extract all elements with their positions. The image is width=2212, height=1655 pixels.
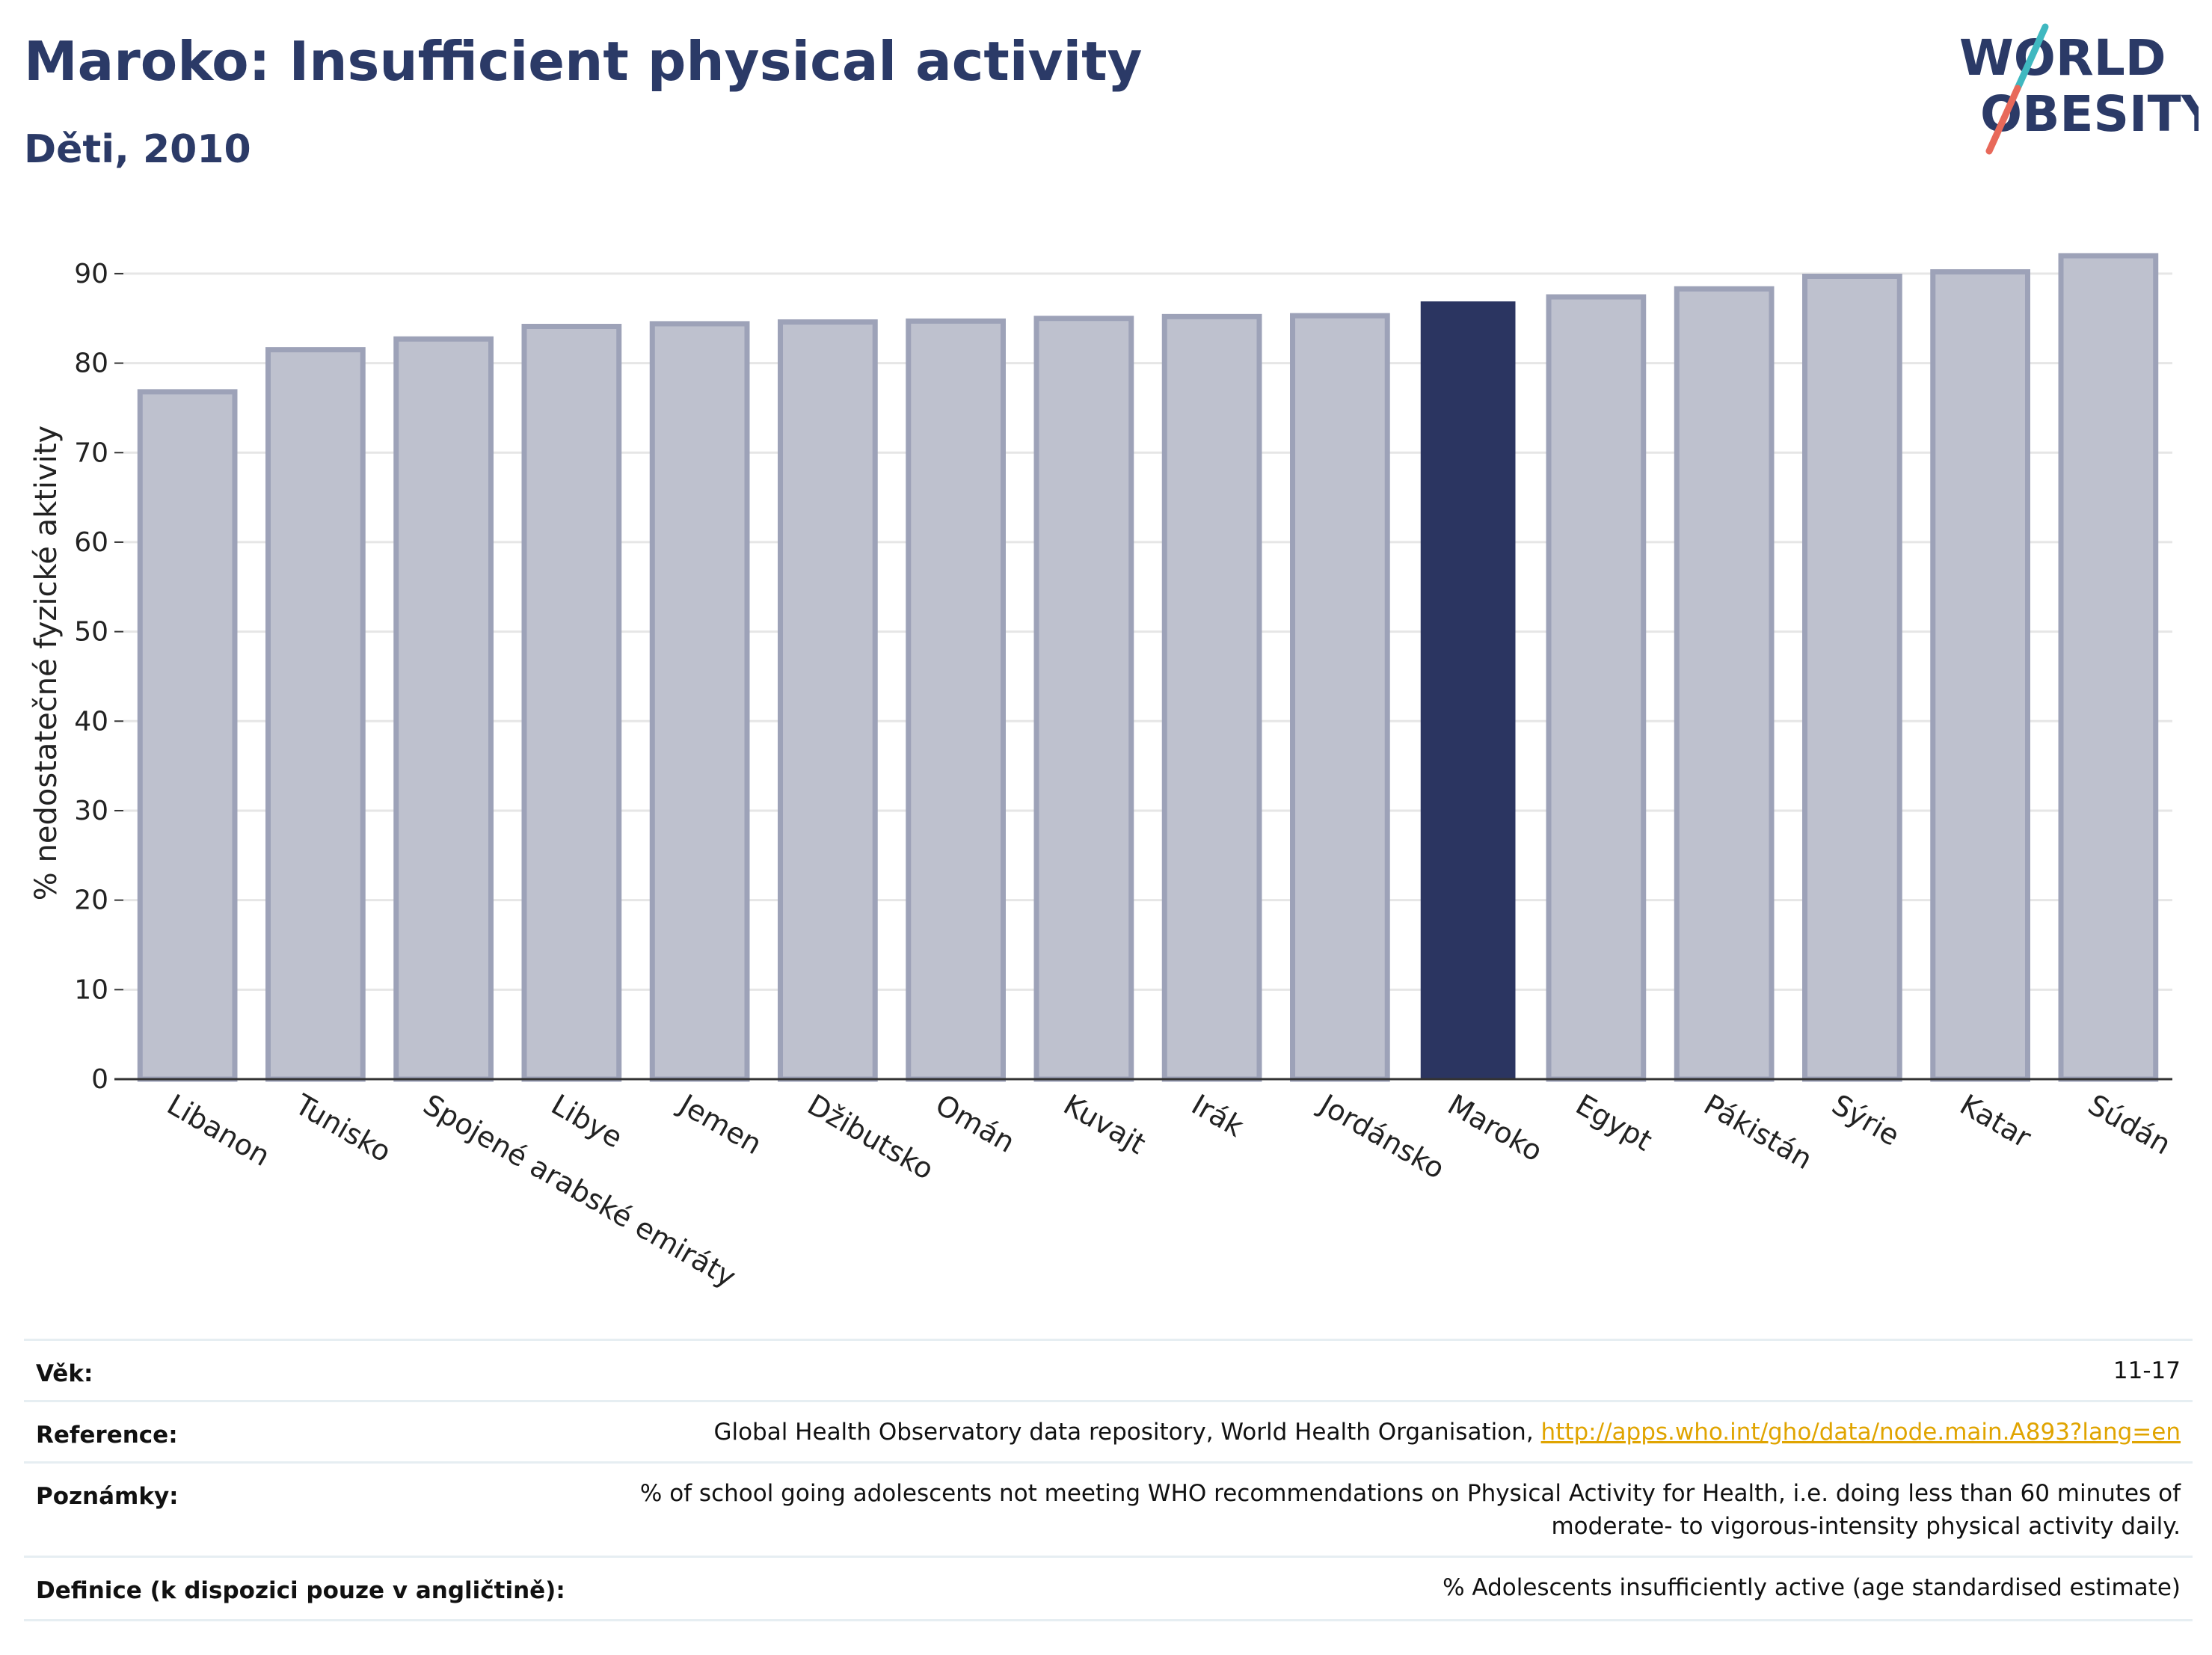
reference-text: Global Health Observatory data repositor…	[713, 1419, 1541, 1446]
x-tick-label: Súdán	[2083, 1088, 2177, 1161]
logo-line1: WORLD	[1959, 29, 2166, 87]
bar-pákistán	[1674, 286, 1775, 1082]
info-row-notes: Poznámky: % of school going adolescents …	[24, 1461, 2193, 1558]
info-row-definition: Definice (k dispozici pouze v angličtině…	[24, 1556, 2193, 1621]
info-row-reference: Reference: Global Health Observatory dat…	[24, 1400, 2193, 1464]
notes-label: Poznámky:	[36, 1483, 179, 1510]
y-tick-label: 10	[74, 974, 108, 1005]
bar-katar	[1930, 269, 2030, 1082]
x-tick-label: Pákistán	[1698, 1088, 1818, 1176]
reference-value: Global Health Observatory data repositor…	[713, 1416, 2181, 1449]
x-tick-label: Tunisko	[289, 1087, 397, 1169]
age-label: Věk:	[36, 1360, 93, 1387]
x-axis-ticks: Libanon Tunisko Spojené arabské emirátyLib…	[162, 1087, 2176, 1294]
bar-súdán	[2058, 253, 2159, 1082]
x-tick-label: Libye	[546, 1088, 628, 1155]
x-tick-label: Libanon	[162, 1088, 275, 1173]
age-value: 11-17	[2113, 1357, 2181, 1384]
bar-chart: 0 10 20 30 40 50 60 70 80 90 Libanon Tunisko Spojen…	[29, 253, 2177, 1294]
bar-džibutsko	[778, 319, 878, 1082]
bar-tunisko	[265, 347, 366, 1082]
x-tick-label: Katar	[1955, 1088, 2037, 1155]
chart-title: Maroko: Insufficient physical activity	[24, 30, 1143, 93]
y-tick-label: 90	[74, 259, 108, 289]
x-tick-label: Irák	[1186, 1088, 1249, 1143]
reference-label: Reference:	[36, 1422, 178, 1449]
y-axis-ticks: 0 10 20 30 40 50 60 70 80 90	[74, 259, 123, 1095]
notes-line-2: moderate- to vigorous-intensity physical…	[1551, 1513, 2181, 1540]
x-tick-label: Omán	[930, 1088, 1021, 1159]
logo-slash-teal	[2014, 23, 2049, 92]
bar-jemen	[649, 321, 750, 1082]
info-row-age: Věk: 11-17	[24, 1339, 2193, 1402]
bar-kuvajt	[1033, 316, 1134, 1082]
bar-sýrie	[1802, 273, 1902, 1082]
y-tick-label: 20	[74, 885, 108, 916]
y-tick-label: 60	[74, 527, 108, 558]
x-tick-label: Egypt	[1570, 1088, 1658, 1158]
x-tick-label: Maroko	[1443, 1088, 1549, 1168]
x-tick-label: Jemen	[672, 1087, 767, 1161]
y-tick-label: 50	[74, 617, 108, 648]
x-tick-label: Jordánsko	[1313, 1087, 1451, 1185]
x-tick-label: Džibutsko	[802, 1088, 939, 1186]
x-tick-label: Sýrie	[1826, 1088, 1905, 1152]
y-tick-label: 40	[74, 706, 108, 737]
bar-jordánsko	[1290, 313, 1390, 1082]
y-tick-label: 80	[74, 348, 108, 379]
bar-egypt	[1546, 294, 1647, 1082]
x-tick-label: Kuvajt	[1058, 1088, 1151, 1161]
y-axis-label: % nedostatečné fyzické aktivity	[29, 426, 64, 900]
bar-libanon	[137, 389, 238, 1082]
bar-omán	[906, 318, 1006, 1082]
notes-line-1: % of school going adolescents not meetin…	[639, 1480, 2181, 1507]
y-tick-label: 70	[74, 437, 108, 468]
notes-value: % of school going adolescents not meetin…	[640, 1477, 2181, 1543]
bar-libye	[521, 324, 622, 1082]
chart-subtitle: Děti, 2010	[24, 127, 251, 172]
y-tick-label: 0	[91, 1064, 108, 1095]
world-obesity-logo: WORLD OBESITY	[1959, 23, 2199, 155]
logo-slash-coral	[1985, 85, 2021, 155]
reference-link[interactable]: http://apps.who.int/gho/data/node.main.A…	[1540, 1419, 2181, 1446]
bar-irák	[1161, 313, 1262, 1082]
bar-maroko	[1420, 301, 1516, 1080]
bars	[137, 253, 2159, 1082]
bar-spojené-arabské-emiráty	[393, 336, 494, 1082]
y-tick-label: 30	[74, 796, 108, 826]
definition-value: % Adolescents insufficiently active (age…	[1443, 1574, 2181, 1601]
definition-label: Definice (k dispozici pouze v angličtině…	[36, 1577, 565, 1604]
